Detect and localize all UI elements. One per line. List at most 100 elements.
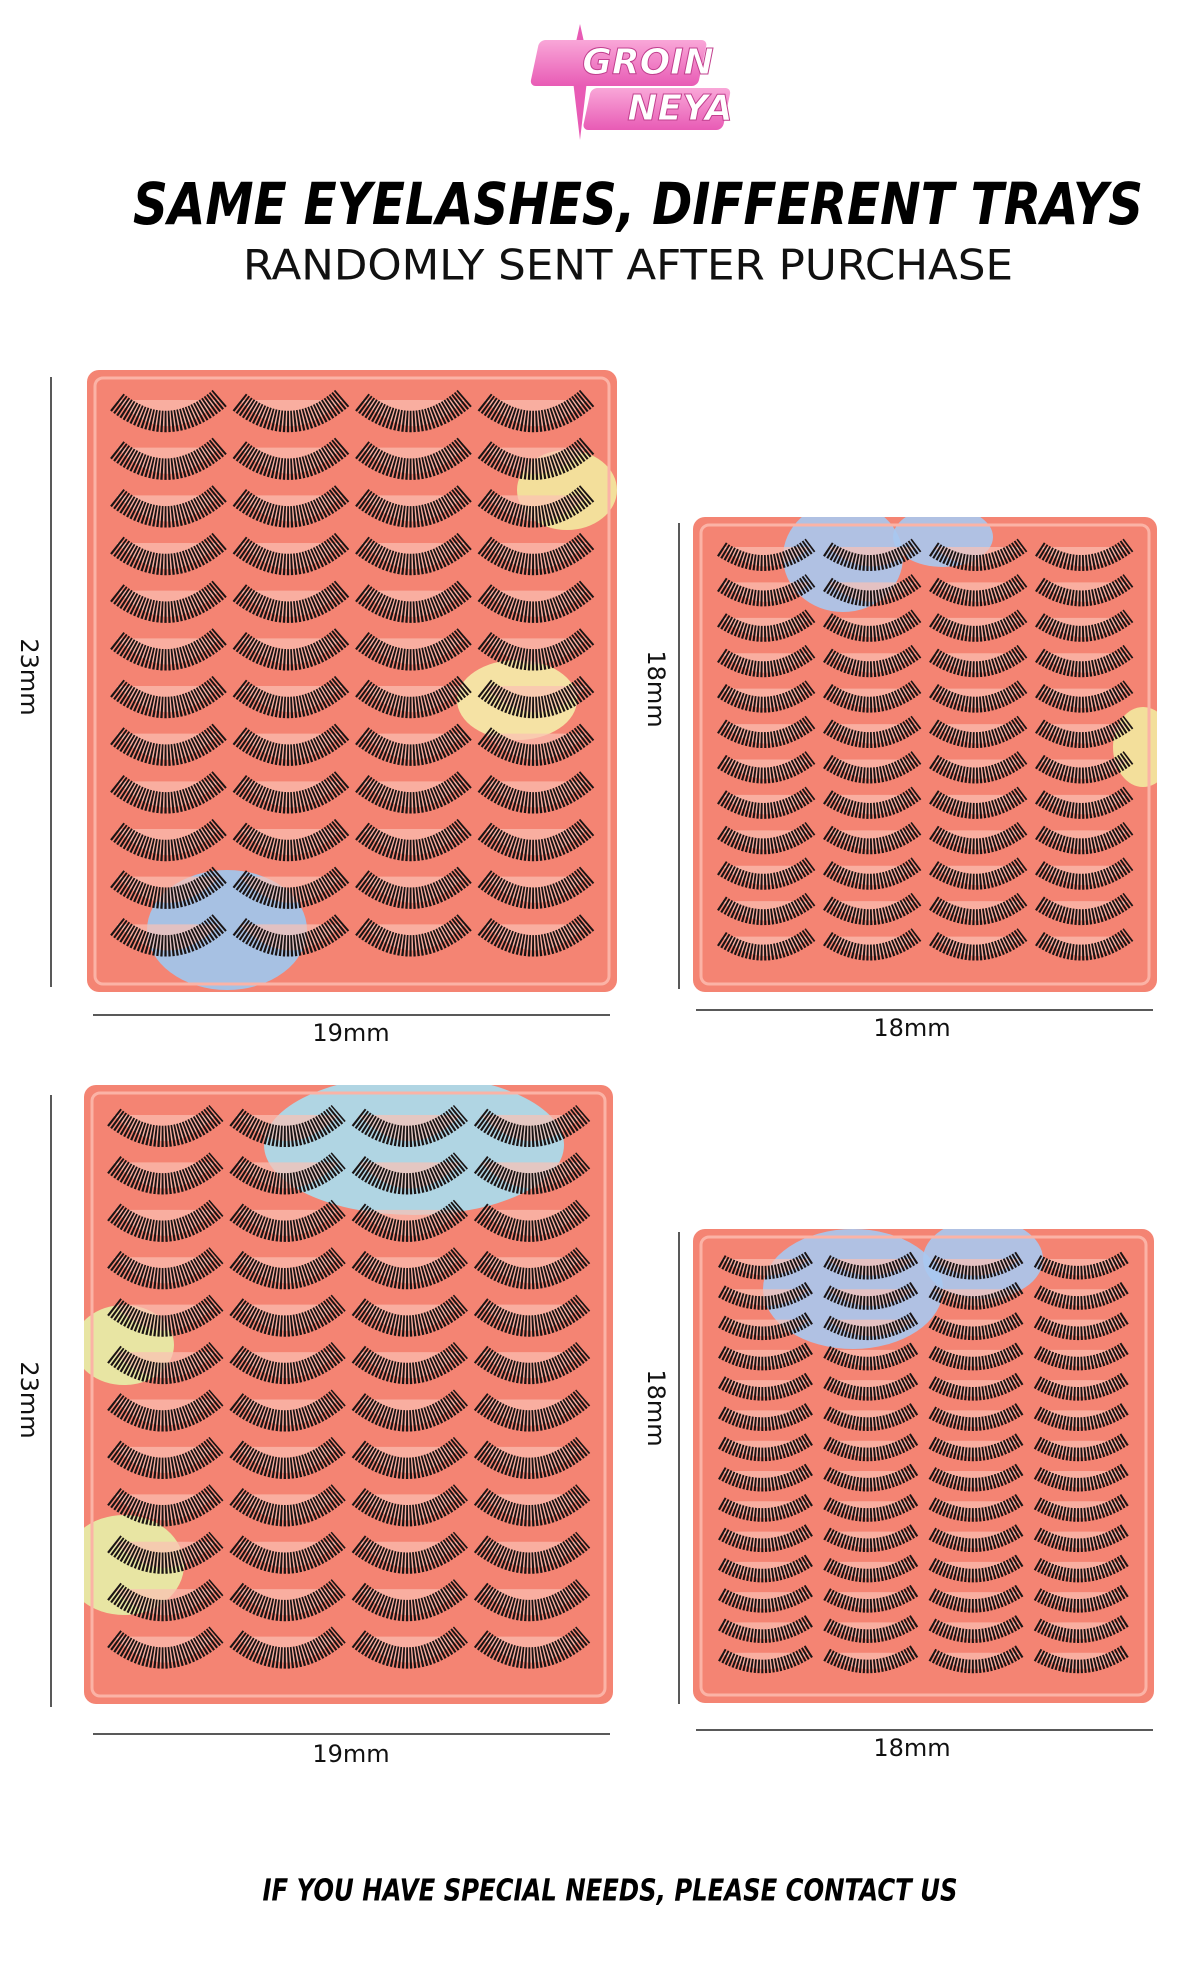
lash: [718, 1493, 814, 1522]
lash: [823, 1554, 919, 1583]
lash: [107, 1341, 224, 1385]
lash: [928, 1251, 1025, 1280]
logo-band: [530, 40, 707, 86]
lash: [477, 723, 595, 766]
width-label: 19mm: [312, 1740, 389, 1768]
lash: [718, 1644, 814, 1674]
lash: [107, 1104, 224, 1148]
lash: [229, 1389, 346, 1432]
lash: [823, 1251, 919, 1280]
lash: [717, 751, 816, 784]
tray-rim: [699, 523, 1151, 986]
subtitle: RANDOMLY SENT AFTER PURCHASE: [243, 241, 1013, 290]
lash: [823, 1584, 919, 1613]
lash: [477, 914, 595, 957]
lash: [232, 914, 350, 957]
lash: [107, 1578, 224, 1622]
lash: [355, 818, 472, 862]
lash: [477, 389, 595, 433]
lash: [823, 1281, 919, 1310]
lash: [1033, 1342, 1130, 1371]
lash: [823, 573, 922, 607]
lash: [229, 1199, 346, 1242]
lash: [929, 609, 1028, 642]
lash: [355, 580, 472, 623]
lash: [823, 1463, 919, 1492]
lash: [351, 1104, 468, 1148]
lash: [929, 892, 1028, 926]
lash: [107, 1626, 224, 1669]
lash: [232, 818, 350, 862]
lash: [351, 1199, 468, 1242]
lash: [823, 538, 922, 571]
lash: [928, 1402, 1025, 1431]
height-label: 18mm: [642, 1369, 670, 1446]
lash: [928, 1493, 1025, 1522]
lash: [928, 1281, 1025, 1310]
lash: [717, 538, 816, 571]
lash: [718, 1402, 814, 1431]
lash: [718, 1523, 814, 1553]
lash: [823, 892, 922, 926]
lash: [110, 818, 227, 862]
lash: [477, 675, 595, 719]
lash: [110, 723, 227, 766]
lash: [355, 914, 472, 957]
lash: [473, 1294, 591, 1337]
lash: [355, 675, 472, 719]
lash: [1033, 1281, 1130, 1310]
lash: [928, 1584, 1025, 1613]
lash: [477, 485, 595, 528]
lash: [823, 609, 922, 642]
lash: [232, 675, 350, 719]
footer-note: IF YOU HAVE SPECIAL NEEDS, PLEASE CONTAC…: [263, 1874, 958, 1909]
lash: [351, 1341, 468, 1385]
lash: [1033, 1311, 1130, 1341]
lash: [107, 1389, 224, 1432]
lash: [928, 1463, 1025, 1492]
lash: [107, 1294, 224, 1337]
lash: [110, 771, 227, 814]
lash: [717, 821, 816, 855]
lash: [355, 628, 472, 671]
lash: [473, 1484, 591, 1527]
lash: [823, 1644, 919, 1674]
lash: [823, 857, 922, 890]
lash: [477, 628, 595, 671]
lash: [473, 1626, 591, 1669]
lash: [1035, 928, 1134, 961]
lash: [928, 1523, 1025, 1553]
lash: [351, 1578, 468, 1622]
lash: [477, 532, 595, 576]
lash: [229, 1104, 346, 1148]
lash: [355, 437, 472, 480]
lash: [718, 1432, 814, 1462]
lash: [1035, 538, 1134, 571]
lash: [110, 580, 227, 623]
lash: [718, 1372, 814, 1401]
lash: [718, 1463, 814, 1492]
title: SAME EYELASHES, DIFFERENT TRAYS: [133, 170, 1143, 238]
lash: [355, 485, 472, 528]
lash: [823, 1432, 919, 1462]
lash: [232, 437, 350, 480]
lash: [928, 1644, 1025, 1674]
lash: [1033, 1402, 1130, 1431]
lash: [107, 1152, 224, 1195]
lash: [229, 1294, 346, 1337]
lash: [823, 644, 922, 678]
lash: [355, 771, 472, 814]
width-label: 18mm: [873, 1014, 950, 1042]
lash: [823, 928, 922, 961]
lash: [717, 928, 816, 961]
tray-rim: [90, 1091, 607, 1698]
lash: [1035, 821, 1134, 855]
lash: [929, 715, 1028, 749]
lash: [823, 786, 922, 819]
lash: [110, 389, 227, 433]
lash: [1035, 609, 1134, 642]
lash: [1033, 1584, 1130, 1613]
lash: [232, 532, 350, 576]
lash: [928, 1311, 1025, 1341]
lash: [718, 1584, 814, 1613]
